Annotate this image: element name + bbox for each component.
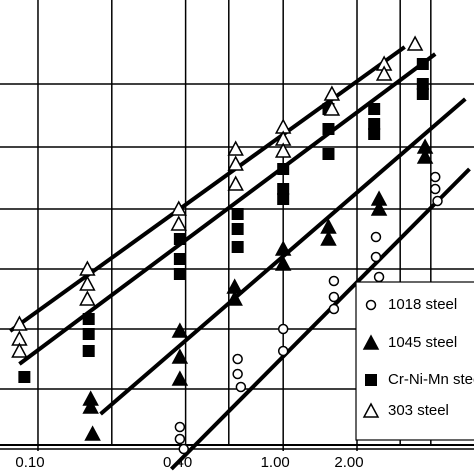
point bbox=[231, 241, 244, 253]
point bbox=[82, 328, 95, 340]
point bbox=[11, 342, 28, 358]
point bbox=[328, 291, 340, 303]
point bbox=[323, 85, 341, 101]
point bbox=[323, 100, 341, 116]
point bbox=[18, 371, 31, 383]
point bbox=[274, 142, 292, 158]
x-tick-labels: 0.10 0.40 1.00 2.00 bbox=[15, 454, 363, 471]
point bbox=[416, 78, 429, 90]
fit-line bbox=[169, 167, 471, 471]
point bbox=[328, 303, 340, 315]
point bbox=[322, 148, 335, 160]
point bbox=[368, 118, 381, 130]
point bbox=[227, 175, 244, 191]
point bbox=[432, 195, 443, 207]
point bbox=[174, 421, 186, 433]
point bbox=[173, 268, 186, 280]
point bbox=[232, 368, 243, 380]
point bbox=[79, 290, 96, 306]
point bbox=[231, 208, 244, 220]
point bbox=[274, 255, 292, 271]
point bbox=[178, 443, 189, 455]
fit-line bbox=[8, 45, 406, 333]
fit-lines bbox=[8, 45, 471, 471]
point bbox=[416, 88, 429, 100]
point bbox=[277, 183, 290, 195]
point bbox=[173, 233, 186, 245]
point bbox=[235, 381, 247, 393]
legend-label: Cr-Ni-Mn steel bbox=[388, 371, 474, 388]
point bbox=[368, 128, 381, 140]
point bbox=[406, 35, 424, 51]
x-tick-label: 2.00 bbox=[334, 454, 363, 471]
point bbox=[170, 200, 187, 216]
point bbox=[84, 425, 101, 441]
point bbox=[171, 322, 189, 338]
point bbox=[82, 313, 95, 325]
point bbox=[11, 315, 28, 331]
legend: 1018 steel 1045 steel Cr-Ni-Mn steel 303 st… bbox=[355, 281, 474, 441]
x-tick-label: 0.10 bbox=[15, 454, 44, 471]
point bbox=[173, 253, 186, 265]
point bbox=[171, 348, 189, 364]
point bbox=[79, 260, 96, 276]
point bbox=[79, 275, 96, 291]
point bbox=[232, 353, 243, 365]
point bbox=[416, 58, 429, 70]
point bbox=[226, 290, 243, 306]
fit-line bbox=[18, 52, 437, 366]
point bbox=[174, 433, 186, 445]
point bbox=[170, 215, 187, 231]
point bbox=[322, 123, 335, 135]
point bbox=[277, 323, 289, 335]
point bbox=[430, 183, 441, 195]
point bbox=[370, 251, 382, 263]
point bbox=[277, 193, 290, 205]
point bbox=[227, 140, 244, 156]
point bbox=[370, 231, 382, 243]
legend-marker bbox=[365, 374, 377, 386]
legend-label: 303 steel bbox=[388, 402, 449, 419]
point bbox=[416, 148, 434, 164]
point bbox=[277, 163, 290, 175]
legend-label: 1045 steel bbox=[388, 334, 457, 351]
point bbox=[82, 398, 99, 414]
point bbox=[368, 103, 381, 115]
point bbox=[274, 240, 292, 256]
point bbox=[231, 223, 244, 235]
point bbox=[171, 370, 189, 386]
legend-marker bbox=[362, 402, 380, 418]
point bbox=[227, 155, 244, 171]
point bbox=[320, 230, 337, 246]
point bbox=[430, 171, 441, 183]
point bbox=[373, 271, 385, 283]
x-tick-label: 1.00 bbox=[261, 454, 290, 471]
point bbox=[328, 275, 340, 287]
legend-label: 1018 steel bbox=[388, 296, 457, 313]
point bbox=[375, 65, 393, 81]
point bbox=[82, 345, 95, 357]
x-tick-label: 0.40 bbox=[163, 454, 192, 471]
legend-marker bbox=[362, 334, 380, 350]
legend-marker bbox=[365, 299, 377, 311]
point bbox=[370, 200, 388, 216]
point bbox=[277, 345, 289, 357]
points bbox=[11, 35, 443, 455]
